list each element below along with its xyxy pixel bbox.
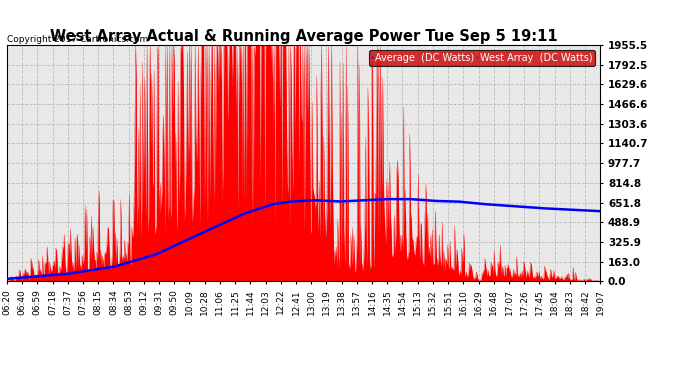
- Text: Copyright 2017 Cartronics.com: Copyright 2017 Cartronics.com: [7, 35, 148, 44]
- Title: West Array Actual & Running Average Power Tue Sep 5 19:11: West Array Actual & Running Average Powe…: [50, 29, 558, 44]
- Legend: Average  (DC Watts), West Array  (DC Watts): Average (DC Watts), West Array (DC Watts…: [369, 50, 595, 66]
